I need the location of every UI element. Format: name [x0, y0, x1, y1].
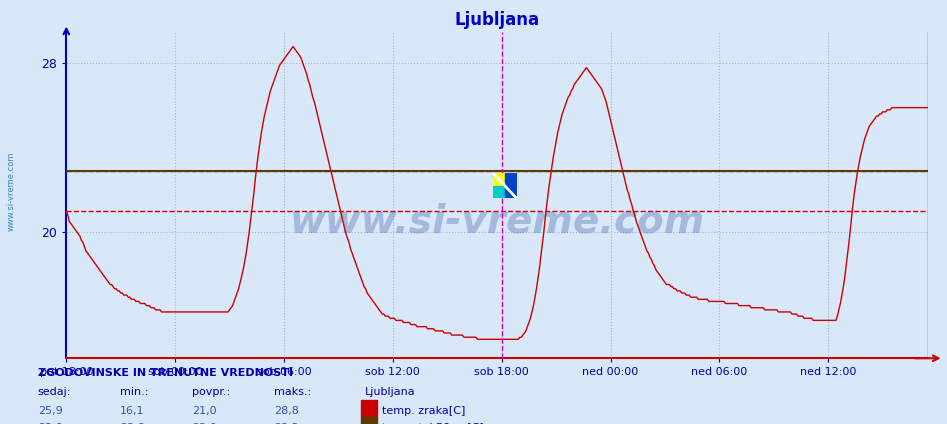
Bar: [505, 173, 516, 198]
Bar: [492, 173, 505, 186]
Text: temp. zraka[C]: temp. zraka[C]: [383, 406, 466, 416]
Text: www.si-vreme.com: www.si-vreme.com: [7, 151, 16, 231]
Text: 22,8: 22,8: [119, 423, 145, 424]
Text: 16,1: 16,1: [119, 406, 144, 416]
Text: Ljubljana: Ljubljana: [366, 387, 416, 397]
Text: sedaj:: sedaj:: [38, 387, 71, 397]
Text: ZGODOVINSKE IN TRENUTNE VREDNOSTI: ZGODOVINSKE IN TRENUTNE VREDNOSTI: [38, 368, 293, 378]
Text: temp. tal 50cm[C]: temp. tal 50cm[C]: [383, 423, 484, 424]
Text: 28,8: 28,8: [275, 406, 299, 416]
Text: 23,3: 23,3: [275, 423, 299, 424]
Bar: [492, 186, 505, 198]
Text: min.:: min.:: [119, 387, 148, 397]
Text: 23,0: 23,0: [192, 423, 217, 424]
Text: 21,0: 21,0: [192, 406, 217, 416]
Text: www.si-vreme.com: www.si-vreme.com: [290, 202, 705, 240]
Text: 22,9: 22,9: [38, 423, 63, 424]
Text: povpr.:: povpr.:: [192, 387, 231, 397]
Title: Ljubljana: Ljubljana: [455, 11, 540, 29]
Bar: [361, 417, 377, 424]
Text: 25,9: 25,9: [38, 406, 63, 416]
Bar: [361, 400, 377, 417]
Text: maks.:: maks.:: [275, 387, 312, 397]
